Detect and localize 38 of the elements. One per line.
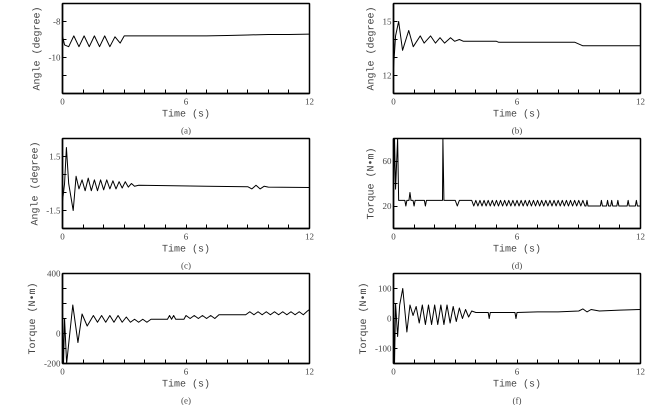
x-axis-title: Time (s) <box>162 244 210 256</box>
y-tick-label: -1.5 <box>46 206 61 216</box>
x-tick-label: 6 <box>514 366 520 376</box>
y-tick-label: 0 <box>387 314 392 324</box>
y-tick-label: 100 <box>378 284 392 294</box>
x-tick-label: 6 <box>514 96 520 106</box>
y-axis-title: Torque (N•m) <box>27 282 40 355</box>
y-tick-label: 60 <box>382 156 392 166</box>
y-axis-title: Torque (N•m) <box>358 282 370 355</box>
x-axis-title: Time (s) <box>492 108 542 120</box>
x-tick-label: 12 <box>305 232 314 242</box>
y-tick-label: 15 <box>382 16 392 26</box>
x-tick-label: 6 <box>184 232 189 242</box>
x-tick-label: 6 <box>184 96 189 106</box>
x-tick-label: 6 <box>514 232 520 242</box>
y-axis-title: Angle (degree) <box>29 141 42 226</box>
y-tick-label: 0 <box>56 328 61 338</box>
y-tick-label: 12 <box>382 70 392 80</box>
y-tick-label: -200 <box>44 358 61 368</box>
x-axis-title: Time (s) <box>162 108 210 120</box>
y-tick-label: 1.5 <box>49 152 61 162</box>
x-tick-label: 12 <box>636 96 645 106</box>
y-tick-label: -10 <box>48 52 61 62</box>
y-tick-label: 20 <box>382 201 392 211</box>
y-axis-title: Torque (N•m) <box>366 147 378 220</box>
x-tick-label: 12 <box>636 366 645 376</box>
y-axis-title: Angle (degree) <box>32 6 44 91</box>
x-tick-label: 12 <box>305 366 314 376</box>
x-tick-label: 6 <box>184 366 189 376</box>
x-axis-title: Time (s) <box>492 378 542 390</box>
y-axis-title: Angle (degree) <box>366 6 378 91</box>
x-tick-label: 12 <box>305 96 314 106</box>
x-axis-title: Time (s) <box>492 244 542 256</box>
y-tick-label: -8 <box>53 16 61 26</box>
x-axis-title: Time (s) <box>162 378 210 390</box>
y-tick-label: 400 <box>47 268 61 278</box>
y-tick-label: -100 <box>375 344 392 354</box>
x-tick-label: 12 <box>636 232 645 242</box>
